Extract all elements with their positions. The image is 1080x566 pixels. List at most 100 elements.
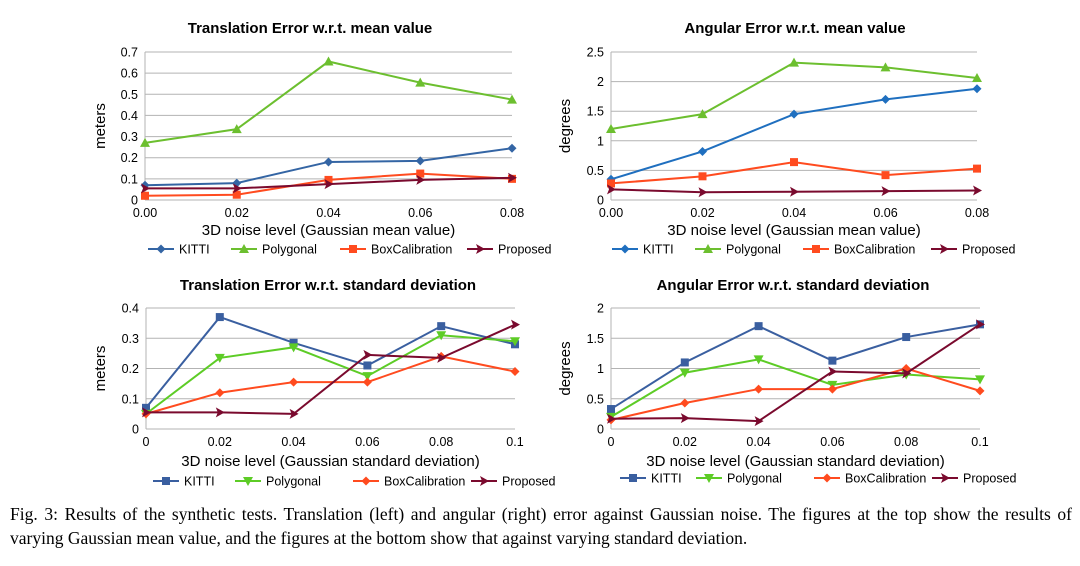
legend-swatch-marker	[361, 476, 371, 486]
x-axis-label: 3D noise level (Gaussian mean value)	[667, 222, 920, 239]
x-tick-label: 0.06	[873, 206, 897, 220]
x-tick-label: 0.08	[429, 435, 453, 449]
x-tick-label: 0.02	[673, 435, 697, 449]
data-point	[607, 405, 615, 414]
legend-label: BoxCalibration	[384, 475, 465, 489]
y-tick-label: 0.6	[121, 67, 138, 81]
data-point	[140, 137, 150, 147]
data-point	[697, 109, 708, 119]
legend-label: Proposed	[502, 475, 556, 489]
x-tick-label: 0.04	[281, 435, 305, 449]
data-point	[416, 169, 425, 178]
series-line	[145, 355, 516, 415]
data-point	[607, 179, 615, 188]
data-point	[232, 183, 242, 194]
data-point	[975, 375, 985, 385]
data-point	[828, 356, 837, 365]
data-point	[754, 416, 764, 427]
legend-swatch-marker	[812, 245, 820, 253]
legend-swatch-marker	[620, 244, 630, 254]
x-tick-label: 0.00	[133, 206, 157, 220]
data-point	[415, 77, 426, 87]
data-point	[789, 57, 799, 67]
x-tick-label: 0.06	[355, 435, 379, 449]
data-point	[881, 171, 890, 180]
chart-3: Translation Error w.r.t. standard deviat…	[92, 277, 556, 489]
data-point	[437, 352, 447, 363]
x-tick-label: 0.06	[408, 206, 432, 220]
data-point	[215, 388, 225, 398]
legend-label: Proposed	[963, 472, 1017, 486]
data-point	[362, 377, 372, 387]
legend: KITTI Polygonal BoxCalibration Proposed	[148, 243, 552, 257]
x-tick-label: 0.08	[894, 435, 918, 449]
legend-label: BoxCalibration	[834, 243, 915, 257]
data-point	[698, 172, 707, 181]
data-point	[436, 331, 447, 341]
x-tick-label: 0.02	[208, 435, 232, 449]
data-point	[973, 164, 981, 173]
data-point	[141, 191, 149, 200]
legend-label: BoxCalibration	[371, 243, 452, 257]
data-point	[606, 123, 616, 133]
legend-swatch-marker	[940, 244, 949, 254]
y-axis-label: meters	[92, 346, 109, 392]
legend-label: BoxCalibration	[845, 472, 926, 486]
series-line	[145, 315, 516, 409]
x-tick-label: 0.04	[746, 435, 770, 449]
x-tick-label: 0.08	[965, 206, 989, 220]
y-tick-label: 0	[131, 194, 138, 208]
legend-swatch-marker	[476, 244, 485, 254]
legend: KITTI Polygonal BoxCalibration Proposed	[612, 243, 1016, 257]
data-point	[289, 377, 299, 387]
data-point	[754, 384, 764, 394]
data-point	[232, 190, 241, 199]
data-point	[363, 361, 372, 370]
x-tick-label: 0.06	[820, 435, 844, 449]
chart-title: Translation Error w.r.t. mean value	[188, 20, 433, 37]
chart-title: Angular Error w.r.t. mean value	[684, 20, 905, 37]
legend-swatch-marker	[243, 477, 253, 486]
y-tick-label: 0.2	[121, 151, 138, 165]
y-axis-label: meters	[92, 103, 109, 149]
series-line	[146, 323, 516, 415]
data-point	[975, 386, 985, 396]
legend-swatch-marker	[822, 473, 832, 483]
legend: KITTI Polygonal BoxCalibration Proposed	[620, 472, 1017, 486]
series-proposed	[141, 172, 517, 194]
legend-label: Polygonal	[726, 243, 781, 257]
y-tick-label: 0.5	[587, 164, 604, 178]
y-tick-label: 2	[597, 75, 604, 89]
chart-2: Angular Error w.r.t. mean value 0 0.5 1 1.5 2…	[557, 20, 1016, 257]
legend-label: KITTI	[184, 475, 215, 489]
data-point	[828, 366, 838, 377]
y-tick-label: 1	[597, 134, 604, 148]
series-line	[610, 367, 981, 421]
y-tick-label: 0.7	[121, 46, 138, 60]
data-point	[789, 109, 799, 119]
legend-swatch-marker	[162, 477, 170, 485]
series-kitti	[140, 143, 517, 190]
data-point	[607, 413, 616, 424]
x-tick-label: 0.04	[316, 206, 340, 220]
data-point	[880, 62, 891, 72]
series-line	[610, 358, 981, 418]
data-point	[289, 338, 298, 347]
x-tick-label: 0.1	[506, 435, 523, 449]
y-tick-label: 1	[597, 362, 604, 376]
y-tick-label: 2.5	[587, 46, 604, 60]
legend-swatch-marker	[156, 244, 166, 254]
x-tick-label: 0	[143, 435, 150, 449]
data-point	[680, 358, 689, 367]
series-proposed	[142, 319, 520, 419]
y-tick-label: 0.5	[121, 88, 138, 102]
legend: KITTI Polygonal BoxCalibration Proposed	[153, 475, 556, 489]
y-tick-label: 0.2	[122, 362, 139, 376]
legend-label: Polygonal	[266, 475, 321, 489]
data-point	[324, 179, 334, 190]
series-polygonal	[141, 331, 520, 419]
legend-label: Polygonal	[727, 472, 782, 486]
y-tick-label: 0.1	[121, 172, 138, 186]
legend-swatch-marker	[480, 476, 489, 486]
x-tick-label: 0.08	[500, 206, 524, 220]
